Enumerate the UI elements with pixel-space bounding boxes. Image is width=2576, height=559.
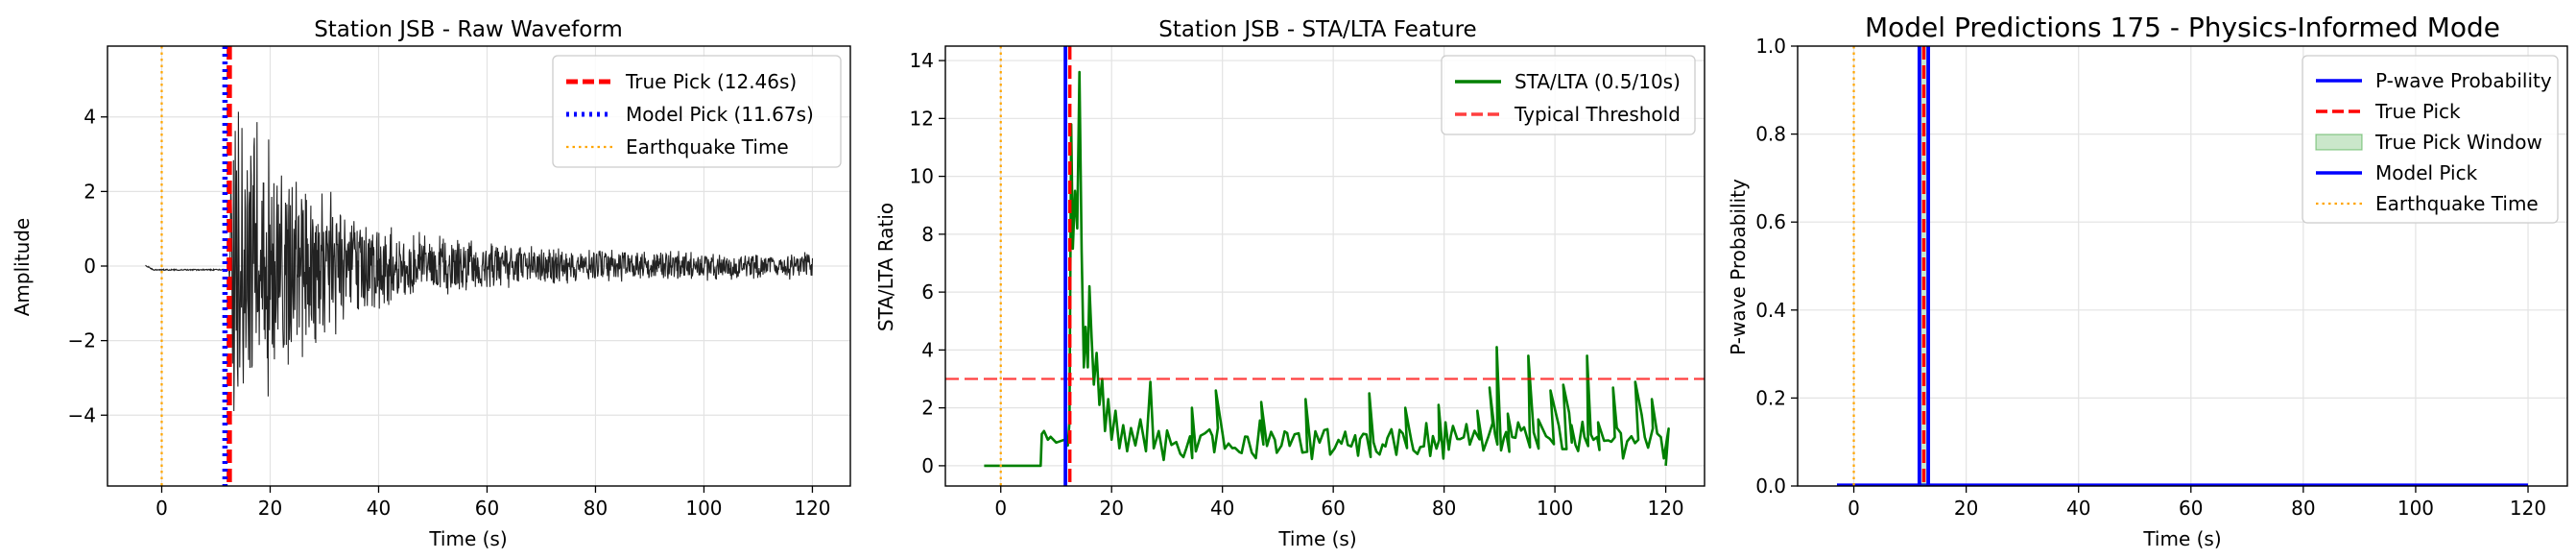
y-tick-label: 0 (83, 255, 96, 278)
x-tick-label: 60 (2179, 497, 2203, 520)
predictions-xlabel: Time (s) (2142, 527, 2221, 550)
legend-box (1441, 55, 1696, 135)
y-tick-label: −2 (68, 329, 96, 352)
legend-label: STA/LTA (0.5/10s) (1515, 70, 1681, 93)
x-tick-label: 100 (1537, 497, 1573, 520)
stalta-ylabel: STA/LTA Ratio (874, 203, 897, 331)
y-tick-label: 12 (910, 107, 934, 130)
y-tick-label: 0.2 (1755, 386, 1786, 409)
x-tick-label: 0 (994, 497, 1007, 520)
axes-frame (107, 45, 851, 487)
axes-frame (944, 45, 1705, 487)
x-tick-label: 120 (2510, 497, 2546, 520)
legend-label: Earthquake Time (2375, 192, 2539, 215)
y-tick-label: 4 (921, 338, 934, 361)
x-tick-label: 80 (584, 497, 608, 520)
legend-label: P-wave Probability (2375, 69, 2552, 92)
x-tick-label: 20 (1954, 497, 1978, 520)
y-tick-label: 0.0 (1755, 474, 1786, 498)
x-tick-label: 100 (2397, 497, 2434, 520)
axes-frame (1797, 45, 2568, 487)
y-tick-label: 2 (921, 397, 934, 420)
predictions-panel: Model Predictions 175 - Physics-Informed… (1727, 12, 2568, 550)
waveform-panel: Station JSB - Raw Waveform Time (s) Ampl… (11, 17, 851, 550)
y-tick-label: 1.0 (1755, 35, 1786, 58)
stalta-line (984, 70, 1670, 468)
legend-box (2302, 55, 2559, 224)
x-tick-label: 40 (1210, 497, 1234, 520)
stalta-title: Station JSB - STA/LTA Feature (1158, 17, 1476, 42)
x-tick-label: 60 (475, 497, 499, 520)
x-tick-label: 40 (2066, 497, 2090, 520)
y-tick-label: 0.8 (1755, 123, 1786, 146)
legend-label: Model Pick (2375, 161, 2478, 184)
legend-label: True Pick (12.46s) (625, 70, 797, 93)
x-tick-label: 120 (1647, 497, 1683, 520)
y-tick-label: 0 (921, 454, 934, 477)
legend-label: Typical Threshold (1514, 103, 1681, 126)
legend-swatch (2315, 134, 2363, 151)
legend-box (552, 55, 842, 168)
waveform-xlabel: Time (s) (428, 527, 507, 550)
stalta-xlabel: Time (s) (1277, 527, 1356, 550)
y-tick-label: 4 (83, 106, 96, 129)
x-tick-label: 20 (258, 497, 282, 520)
waveform-line (145, 111, 814, 412)
y-tick-label: −4 (68, 403, 96, 426)
y-tick-label: 0.6 (1755, 210, 1786, 233)
y-tick-label: 14 (910, 49, 934, 72)
x-tick-label: 0 (1848, 497, 1860, 520)
x-tick-label: 80 (2291, 497, 2315, 520)
legend-label: Model Pick (11.67s) (626, 103, 814, 126)
y-tick-label: 8 (921, 223, 934, 246)
legend-label: True Pick Window (2374, 131, 2542, 154)
y-tick-label: 0.4 (1755, 299, 1786, 322)
legend-label: Earthquake Time (626, 135, 789, 158)
x-tick-label: 0 (155, 497, 168, 520)
y-tick-label: 2 (83, 180, 96, 203)
legend-label: True Pick (2374, 100, 2461, 123)
x-tick-label: 120 (794, 497, 830, 520)
predictions-ylabel: P-wave Probability (1727, 179, 1750, 355)
x-tick-label: 20 (1099, 497, 1123, 520)
x-tick-label: 60 (1321, 497, 1345, 520)
x-tick-label: 40 (367, 497, 391, 520)
predictions-title: Model Predictions 175 - Physics-Informed… (1865, 12, 2500, 43)
y-tick-label: 10 (910, 165, 934, 188)
waveform-ylabel: Amplitude (11, 218, 34, 317)
y-tick-label: 6 (921, 280, 934, 304)
waveform-title: Station JSB - Raw Waveform (314, 17, 623, 42)
x-tick-label: 100 (685, 497, 722, 520)
stalta-panel: Station JSB - STA/LTA Feature Time (s) S… (874, 17, 1705, 550)
x-tick-label: 80 (1432, 497, 1456, 520)
